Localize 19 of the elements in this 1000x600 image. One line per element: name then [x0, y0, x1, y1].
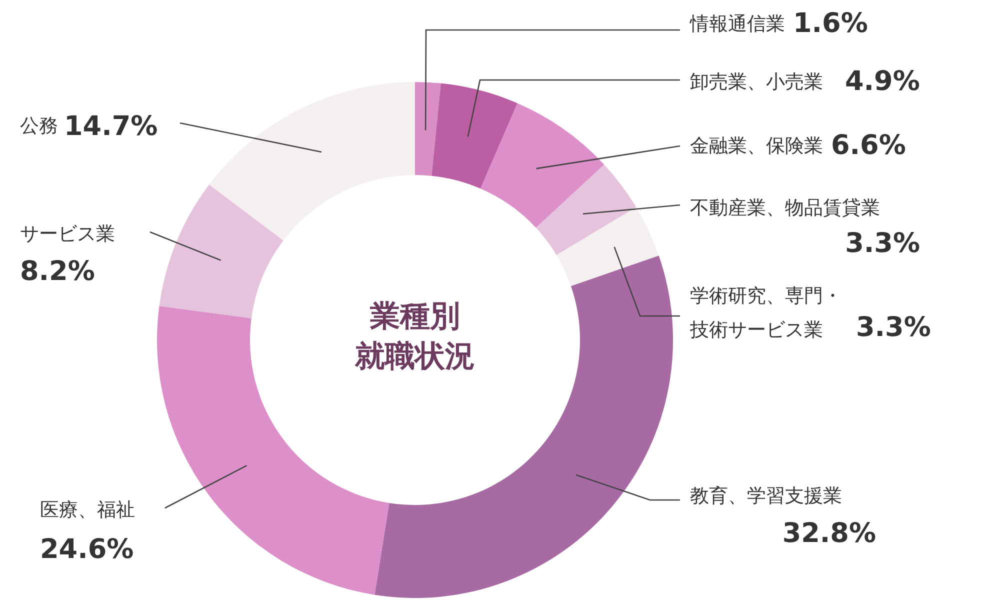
slice-label: 学術研究、専門・技術サービス業: [689, 285, 842, 341]
slice-label: 教育、学習支援業: [690, 485, 842, 507]
data-label: 3.3%: [845, 228, 920, 259]
text: 業種別就職状況: [354, 299, 475, 374]
data-label: 14.7%: [64, 111, 158, 142]
slice-label: 情報通信業: [689, 13, 785, 35]
slice-label: 医療、福祉: [40, 499, 135, 521]
data-label: 4.9%: [845, 66, 920, 97]
data-label: 32.8%: [782, 518, 876, 549]
slice-label: サービス業: [20, 223, 115, 245]
slice-label: 公務: [20, 115, 58, 137]
data-label: 1.6%: [793, 8, 868, 39]
slice-label: 不動産業、物品賃貸業: [690, 197, 880, 219]
data-label: 6.6%: [831, 130, 906, 161]
data-label: 24.6%: [40, 534, 134, 565]
data-label: 8.2%: [20, 256, 95, 287]
slice-label: 卸売業、小売業: [690, 71, 823, 93]
slice-label: 金融業、保険業: [690, 135, 823, 157]
data-label: 3.3%: [856, 312, 931, 343]
